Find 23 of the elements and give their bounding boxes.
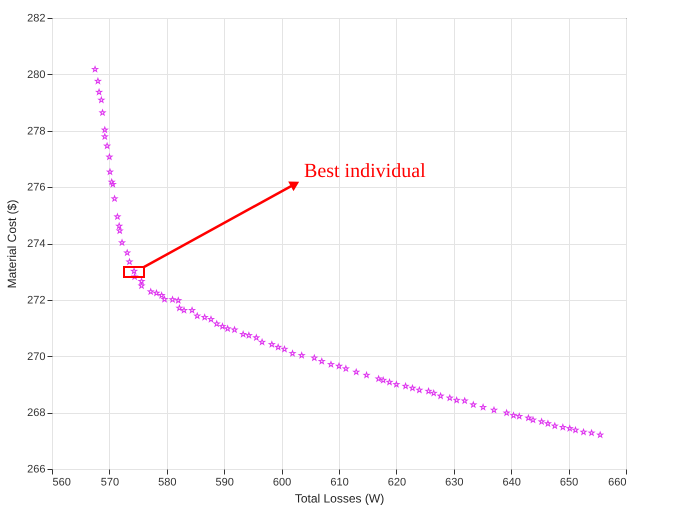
x-axis-title: Total Losses (W) (294, 492, 384, 506)
y-tick-label: 274 (27, 238, 46, 250)
x-tick-label: 630 (445, 476, 464, 488)
y-tick-label: 272 (27, 294, 46, 306)
y-tick-label: 268 (27, 407, 46, 420)
y-tick-label: 266 (27, 464, 46, 476)
x-tick-label: 600 (272, 476, 292, 488)
y-tick-label: 278 (27, 125, 46, 138)
y-tick-label: 270 (27, 350, 46, 363)
x-tick-label: 640 (502, 476, 521, 488)
annotation: Best individual (304, 160, 426, 182)
x-tick-label: 650 (560, 476, 578, 488)
x-tick-label: 590 (216, 476, 234, 488)
x-tick-label: 580 (158, 476, 176, 488)
y-axis-title: Material Cost ($) (5, 200, 20, 288)
x-tick-label: 560 (52, 476, 71, 488)
x-tick-label: 610 (330, 476, 349, 488)
x-tick-label: 570 (100, 476, 120, 488)
y-tick-label: 276 (27, 182, 46, 194)
x-tick-label: 660 (608, 476, 626, 488)
y-tick-label: 280 (27, 68, 46, 81)
y-tick-label: 282 (27, 12, 46, 24)
x-tick-label: 620 (388, 476, 406, 488)
